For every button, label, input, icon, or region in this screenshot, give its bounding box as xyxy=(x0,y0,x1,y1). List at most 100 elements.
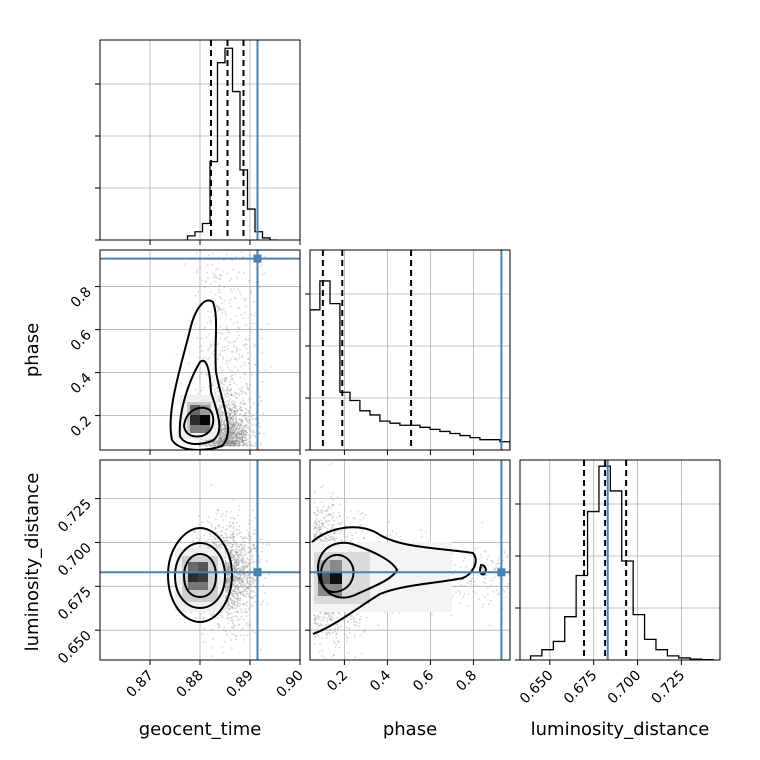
sample-point xyxy=(229,444,232,447)
sample-point xyxy=(247,586,250,589)
sample-point xyxy=(205,439,208,442)
sample-point xyxy=(225,562,228,565)
sample-point xyxy=(189,612,192,614)
sample-point xyxy=(328,513,331,516)
sample-point xyxy=(391,611,394,614)
sample-point xyxy=(207,516,210,518)
sample-point xyxy=(248,519,251,522)
layer-geocent-time-vs-phase xyxy=(100,250,300,450)
sample-point xyxy=(248,576,251,579)
sample-point xyxy=(267,323,270,325)
sample-point xyxy=(226,587,229,590)
sample-point xyxy=(228,440,231,443)
sample-point xyxy=(327,464,330,467)
panel-geocent-time-vs-luminosity-distance xyxy=(95,459,301,665)
sample-point xyxy=(204,540,207,543)
sample-point xyxy=(228,536,231,538)
ticks-geocent-time-vs-phase xyxy=(95,286,301,455)
sample-point xyxy=(230,435,233,438)
sample-point xyxy=(238,579,241,582)
sample-point xyxy=(242,541,245,544)
sample-point xyxy=(213,391,216,393)
sample-point xyxy=(225,377,227,379)
sample-point xyxy=(317,626,320,629)
sample-point xyxy=(346,501,349,504)
sample-point xyxy=(209,291,212,293)
sample-point xyxy=(235,255,237,258)
sample-point xyxy=(215,441,218,443)
sample-point xyxy=(222,437,225,440)
sample-point xyxy=(347,621,350,624)
density-cell xyxy=(200,415,210,425)
sample-point xyxy=(219,432,221,434)
contour-inner xyxy=(182,552,218,599)
sample-point xyxy=(260,264,263,266)
sample-point xyxy=(224,394,227,397)
sample-point xyxy=(241,409,243,412)
sample-point xyxy=(236,573,239,575)
sample-point xyxy=(332,524,335,526)
sample-point xyxy=(239,444,242,447)
sample-point xyxy=(229,524,232,527)
sample-point xyxy=(254,585,257,588)
sample-point xyxy=(235,434,237,437)
sample-point xyxy=(221,429,223,432)
sample-point xyxy=(217,623,219,626)
sample-point xyxy=(245,439,247,442)
sample-point xyxy=(365,616,368,619)
sample-point xyxy=(240,440,243,442)
sample-point xyxy=(238,573,241,576)
sample-point xyxy=(238,624,241,627)
sample-point xyxy=(229,412,231,415)
sample-point xyxy=(226,539,229,542)
sample-point xyxy=(238,440,241,443)
sample-point xyxy=(222,629,225,632)
sample-point xyxy=(219,439,222,442)
sample-point xyxy=(235,427,238,430)
sample-point xyxy=(229,388,231,391)
sample-point xyxy=(246,529,249,532)
sample-point xyxy=(248,576,251,579)
sample-point xyxy=(212,638,215,641)
sample-point xyxy=(245,431,248,433)
sample-point xyxy=(244,414,246,417)
sample-point xyxy=(319,528,322,531)
sample-point xyxy=(224,424,227,426)
sample-point xyxy=(225,578,228,581)
sample-point xyxy=(246,556,249,559)
sample-point xyxy=(235,585,238,588)
sample-point xyxy=(241,435,244,438)
sample-point xyxy=(318,538,321,540)
sample-point xyxy=(235,433,237,436)
sample-point xyxy=(237,430,240,433)
sample-point xyxy=(221,513,224,516)
sample-point xyxy=(228,420,230,422)
sample-point xyxy=(388,521,391,523)
sample-point xyxy=(468,580,471,583)
sample-point xyxy=(221,349,224,352)
sample-point xyxy=(207,310,210,313)
sample-point xyxy=(328,506,330,508)
sample-point xyxy=(228,612,230,615)
sample-point xyxy=(245,444,248,447)
sample-point xyxy=(233,413,236,416)
sample-point xyxy=(254,363,257,366)
sample-point xyxy=(244,536,247,539)
sample-point xyxy=(212,272,214,275)
sample-point xyxy=(250,555,253,558)
sample-point xyxy=(319,533,321,536)
sample-point xyxy=(226,348,229,351)
sample-point xyxy=(243,297,246,300)
sample-point xyxy=(226,577,228,580)
grid-hist-geocent-time xyxy=(100,40,301,240)
sample-point xyxy=(225,580,228,583)
sample-point xyxy=(219,442,222,444)
sample-point xyxy=(236,422,239,425)
sample-point xyxy=(238,444,240,447)
sample-point xyxy=(234,580,237,583)
sample-point xyxy=(219,430,222,433)
x-tick-label: 0.4 xyxy=(367,667,394,694)
sample-point xyxy=(207,333,210,336)
sample-point xyxy=(236,438,239,441)
sample-point xyxy=(233,424,236,427)
